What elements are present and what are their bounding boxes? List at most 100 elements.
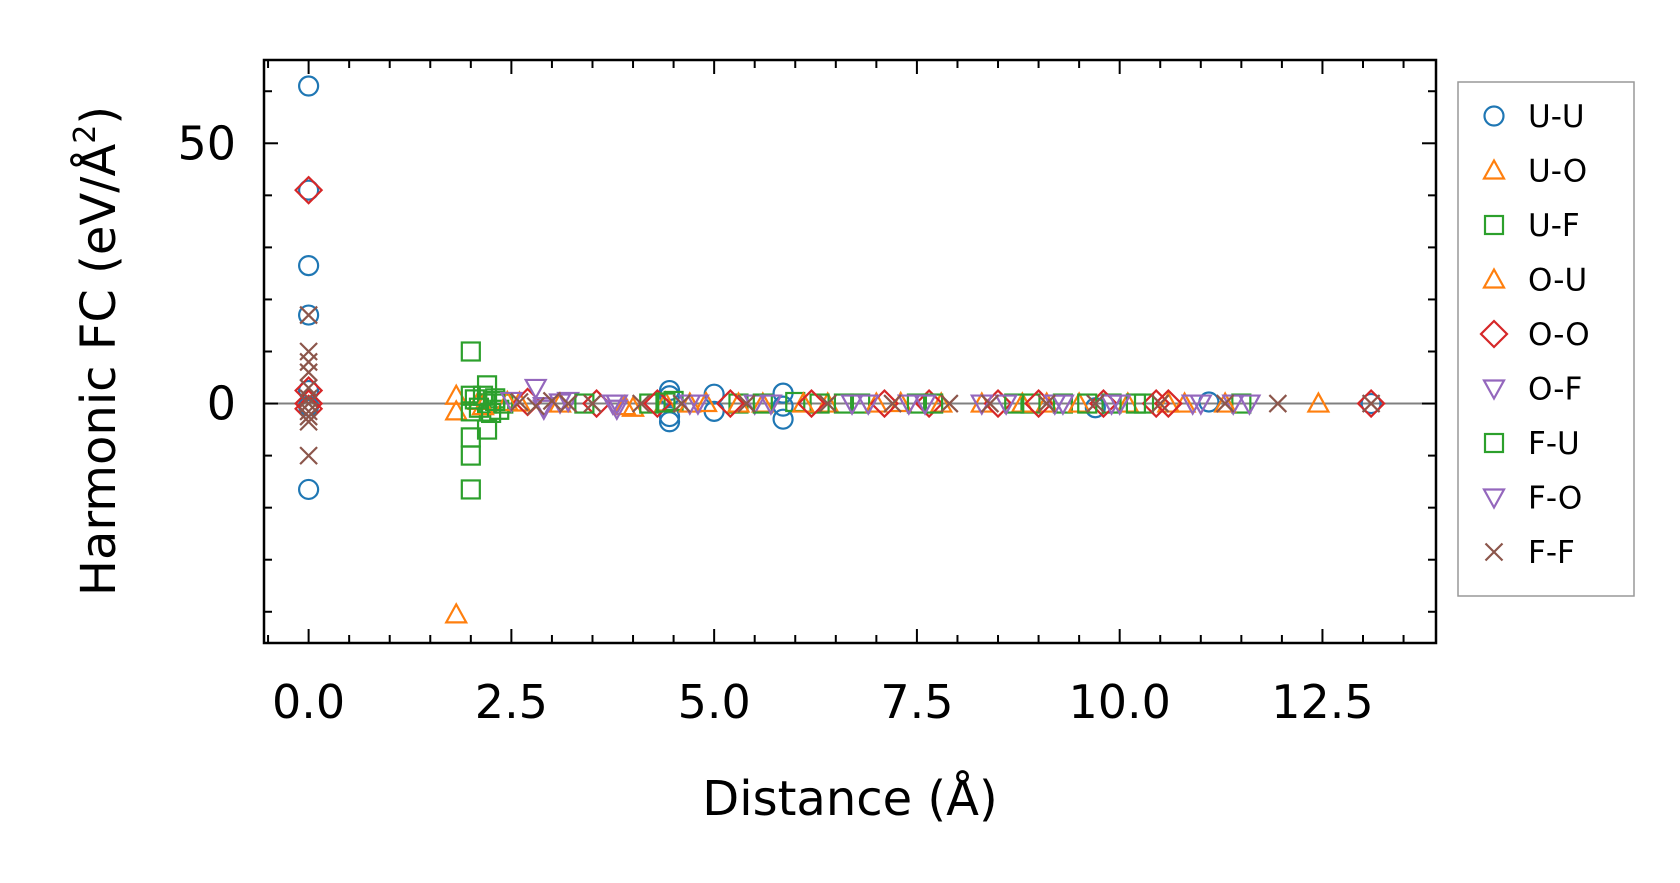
- data-point-f-f: [818, 394, 837, 413]
- data-point-f-o: [759, 394, 783, 416]
- legend-entry: O-F: [1482, 372, 1582, 408]
- legend-entry: F-O: [1482, 481, 1582, 517]
- data-point-o-o: [1356, 388, 1386, 419]
- data-point-f-f: [1215, 394, 1235, 413]
- data-point-f-f: [299, 412, 318, 432]
- data-point-f-f: [558, 394, 578, 413]
- data-point-u-u: [298, 255, 320, 277]
- legend-marker-o-o: [1479, 319, 1509, 349]
- data-point-u-u: [298, 478, 320, 501]
- legend-entry: O-O: [1479, 317, 1590, 353]
- data-point-f-u: [655, 392, 676, 413]
- data-point-f-f: [1037, 394, 1056, 413]
- legend-label: U-F: [1528, 208, 1580, 244]
- data-point-o-f: [856, 394, 881, 416]
- data-point-o-u: [1213, 391, 1237, 413]
- data-point-f-o: [994, 394, 1019, 416]
- data-point-o-u: [495, 389, 520, 412]
- data-point-f-f: [1361, 394, 1381, 413]
- data-point-u-u: [298, 179, 320, 201]
- legend-marker-u-f: [1483, 214, 1505, 236]
- x-tick-label: 2.5: [475, 675, 548, 729]
- data-point-f-o: [499, 391, 524, 414]
- data-point-o-u: [613, 393, 637, 416]
- data-point-o-o: [642, 388, 672, 419]
- data-point-u-f: [460, 479, 481, 500]
- data-point-f-u: [481, 402, 502, 424]
- data-point-f-f: [980, 394, 1000, 413]
- data-point-f-f: [542, 391, 562, 411]
- legend-entry: F-U: [1483, 426, 1580, 462]
- data-point-o-f: [896, 394, 921, 416]
- legend-label: F-F: [1528, 535, 1575, 571]
- legend-entry: F-F: [1484, 535, 1575, 571]
- data-point-u-u: [772, 408, 794, 430]
- data-point-f-o: [1188, 394, 1213, 416]
- data-point-u-u: [298, 75, 320, 97]
- data-point-f-o: [913, 394, 937, 416]
- data-point-f-f: [583, 394, 602, 413]
- data-point-f-u: [468, 397, 490, 418]
- data-point-u-u: [1360, 392, 1382, 415]
- tick-labels-layer: 0.0 2.5 5.0 7.5 10.0 12.5 0 50: [177, 116, 1373, 729]
- data-point-f-f: [1150, 394, 1170, 413]
- x-tick-label: 0.0: [272, 675, 345, 729]
- data-point-f-o: [1107, 394, 1132, 416]
- x-tick-label: 12.5: [1271, 675, 1373, 729]
- data-point-f-f: [883, 394, 902, 413]
- data-point-f-f: [299, 394, 318, 413]
- legend-label: F-O: [1528, 481, 1582, 517]
- data-point-o-o: [914, 388, 944, 419]
- legend-marker-f-o: [1482, 488, 1506, 510]
- legend-entry: O-U: [1482, 263, 1587, 299]
- data-point-f-f: [940, 394, 959, 413]
- y-tick-label: 0: [207, 377, 236, 431]
- y-axis-label-superscript: 2: [68, 125, 103, 144]
- data-point-f-f: [672, 394, 691, 413]
- data-point-u-u: [298, 304, 320, 326]
- legend: U-U U-O U-F O-U O-O O-F F-U F-O F-F: [1457, 81, 1635, 597]
- data-point-u-u: [772, 395, 794, 417]
- data-point-f-f: [299, 363, 318, 382]
- data-point-o-o: [715, 388, 745, 419]
- legend-marker-o-f: [1482, 379, 1506, 401]
- data-points-layer: [294, 75, 1386, 624]
- legend-entry: U-O: [1482, 154, 1587, 190]
- data-point-f-f: [510, 392, 529, 412]
- x-tick-label: 10.0: [1068, 675, 1170, 729]
- data-point-f-u: [485, 390, 506, 412]
- data-point-o-o: [796, 388, 827, 419]
- data-point-u-o: [694, 390, 718, 413]
- legend-entry: U-U: [1483, 99, 1585, 135]
- data-point-f-o: [604, 394, 629, 416]
- data-point-f-f: [631, 394, 651, 413]
- data-point-o-f: [523, 378, 548, 401]
- data-point-f-f: [737, 394, 756, 413]
- data-point-f-f: [299, 305, 318, 325]
- y-tick-label: 50: [177, 116, 236, 170]
- data-point-u-f: [476, 419, 498, 440]
- data-point-f-f: [526, 396, 545, 416]
- y-axis-label: Harmonic FC (eV/Å2): [68, 106, 127, 596]
- legend-label: U-O: [1528, 154, 1587, 190]
- data-point-f-u: [1125, 393, 1147, 414]
- legend-label: U-U: [1528, 99, 1585, 135]
- data-point-o-f: [604, 399, 629, 422]
- x-tick-label: 5.0: [678, 675, 751, 729]
- data-point-o-f: [1237, 394, 1262, 416]
- data-point-f-f: [299, 446, 318, 465]
- data-point-f-f: [299, 389, 318, 408]
- series-f-f: [299, 305, 1381, 465]
- data-point-f-f: [1268, 394, 1288, 413]
- legend-marker-o-u: [1482, 267, 1506, 289]
- data-point-f-f: [1086, 394, 1105, 413]
- y-axis-label-close: ): [71, 106, 127, 125]
- data-point-o-f: [556, 391, 581, 414]
- legend-marker-f-f: [1484, 542, 1504, 562]
- data-point-u-u: [298, 379, 320, 402]
- legend-label: O-U: [1528, 263, 1587, 299]
- legend-label: O-O: [1528, 317, 1590, 353]
- data-point-u-o: [1306, 391, 1331, 413]
- legend-label: O-F: [1528, 372, 1582, 408]
